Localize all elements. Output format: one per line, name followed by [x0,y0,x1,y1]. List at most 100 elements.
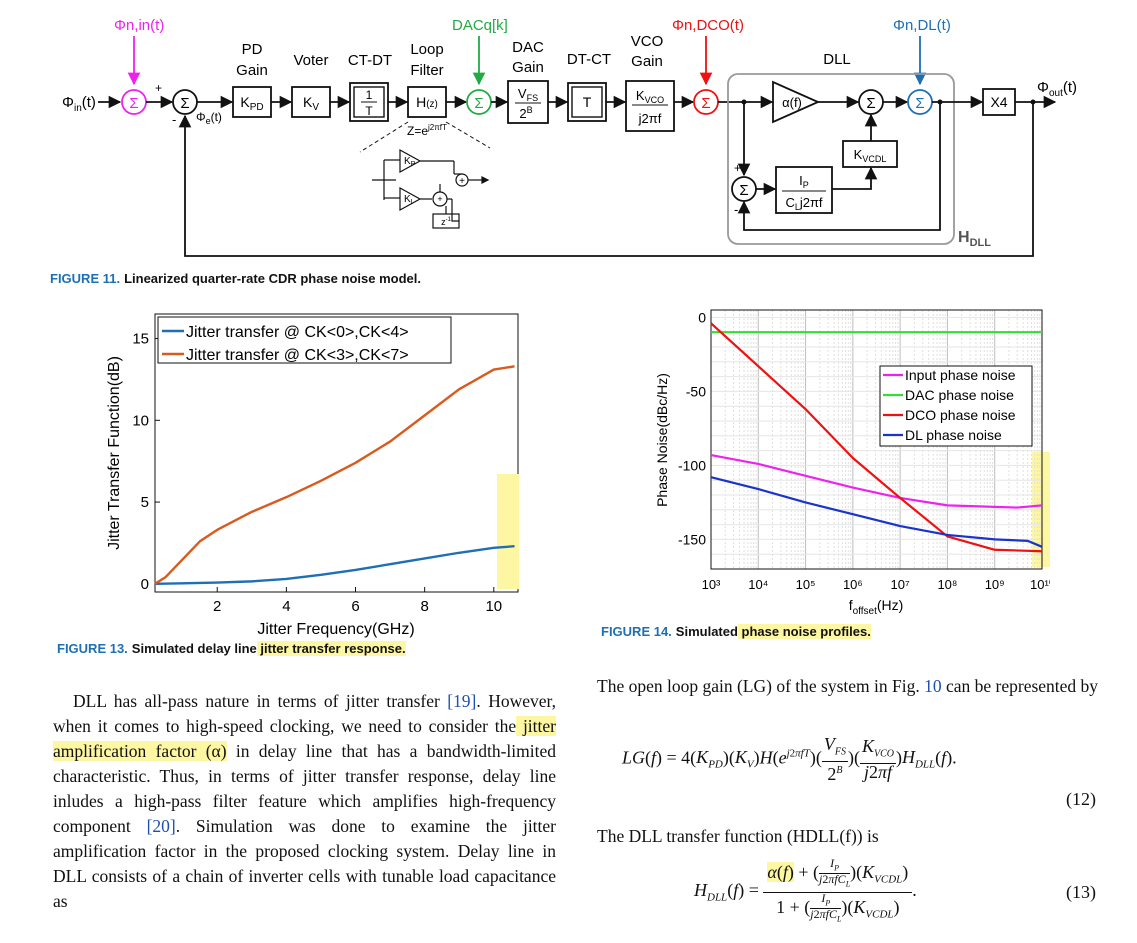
loop-filter-label-2: Filter [410,62,443,79]
equation-12: LG(f) = 4(KPD)(KV)H(ej2πfT)(VFS 2B)(KVCO j… [622,734,957,784]
right-paragraph-1: The open loop gain (LG) of the system in… [597,674,1100,699]
fig14-ytick-label: -50 [686,383,706,399]
svg-text:KI: KI [404,194,413,206]
svg-text:IP: IP [799,173,809,190]
svg-text:KP: KP [404,156,416,168]
right-paragraph-2: The DLL transfer function (HDLL(f)) is [597,824,879,849]
loop-filter-label: Loop [410,41,443,58]
fig13-xtick-label: 8 [420,598,428,615]
fig14-legend-label: Input phase noise [905,367,1016,383]
ip-block [775,166,833,214]
ct-dt-label: CT-DT [348,52,392,69]
svg-text:+: + [155,81,162,95]
vco-gain-label-2: Gain [631,53,663,70]
figure11-caption-num: FIGURE 11. [50,271,121,286]
svg-text:Σ: Σ [701,95,710,112]
dac-gain-block [507,80,549,124]
fig14-legend-label: DCO phase noise [905,407,1016,423]
fig14-ytick-label: -100 [678,457,706,473]
dacq-label: DACq[k] [452,17,508,34]
svg-text:1: 1 [366,88,373,102]
kv-block [291,86,331,118]
right-text-1: The open loop gain (LG) of the system in… [597,676,925,696]
svg-text:Σ: Σ [180,95,189,112]
fig14-xtick-label: 10⁹ [985,577,1005,592]
svg-text:α(f): α(f) [782,95,802,110]
svg-text:CLj2πf: CLj2πf [785,195,822,212]
equation-13: HDLL(f) = α(f) + (IP j2πfCL)(KVCDL) 1 + (… [694,856,917,924]
figure11-diagram: Φn,in(t) DACq[k] Φn,DCO(t) Φn,DL(t) PD G… [62,17,1077,257]
hdll-label: HDLL [958,229,991,249]
fig13-highlight [497,474,519,589]
figure14-caption-pre: Simulated [675,624,738,639]
figure13-caption-hl: jitter transfer response. [256,641,406,656]
fig14-ylabel: Phase Noise(dBc/Hz) [654,373,670,507]
fig14-series-2 [710,322,1043,553]
phi-n-in-label: Φn,in(t) [114,17,164,34]
alpha-amp [772,80,821,124]
fig14-plot-area [710,309,1043,570]
svg-text:+: + [459,176,465,187]
fig13-series-1 [154,365,515,585]
svg-text:Σ: Σ [129,95,138,112]
svg-text:Σ: Σ [474,95,483,112]
right-text-3: The DLL transfer function (HDLL(f)) is [597,826,879,846]
loop-filter-detail [372,148,490,229]
svg-text:+: + [437,194,442,204]
pd-gain-label-2: Gain [236,62,268,79]
fig14-xtick-label: 10⁵ [796,577,816,592]
figure13-caption: FIGURE 13. Simulated delay line jitter tr… [57,641,406,656]
fig13-ytick-label: 10 [132,412,149,429]
equation-13-number: (13) [1066,882,1096,902]
kvcdl-block [842,140,898,168]
fig13-ytick-label: 15 [132,331,149,348]
fig13-xtick-label: 10 [485,598,502,615]
fig14-ytick-label: 0 [698,309,706,325]
figure11-caption-text: Linearized quarter-rate CDR phase noise … [124,271,421,286]
svg-text:T: T [365,104,373,118]
ref-19-link[interactable]: [19] [447,691,477,711]
fig13-series-0 [154,545,515,586]
svg-text:-: - [172,112,176,127]
left-text-1: DLL has all-pass nature in terms of jitt… [73,691,448,711]
fig14-xlabel: foffset(Hz) [849,597,904,617]
figure13-caption-num: FIGURE 13. [57,641,128,656]
ref-20-link[interactable]: [20] [146,816,176,836]
dac-gain-label-2: Gain [512,59,544,76]
vco-gain-block [625,80,675,132]
phi-out-label: Φout(t) [1037,79,1077,99]
fig14-ytick-label: -150 [678,531,706,547]
phi-n-dl-label: Φn,DL(t) [893,17,951,34]
fig13-ytick-label: 0 [141,576,149,593]
svg-text:T: T [583,94,592,110]
figure13-chart: 2 4 6 8 10 0 5 10 15 Jitter transfer @ CK<0>,CK<… [106,313,519,638]
figure14-caption-num: FIGURE 14. [601,624,672,639]
fig14-xtick-label: 10³ [702,577,721,592]
left-text-4: . Simulation was done to examine the jit… [53,816,556,911]
fig13-ytick-label: 5 [141,494,149,511]
svg-text:+: + [734,161,741,175]
dll-label: DLL [823,51,851,68]
figure13-caption-pre: Simulated delay line [131,641,257,656]
fig13-xtick-label: 2 [213,598,221,615]
figure14-caption-hl: phase noise profiles. [737,624,871,639]
dac-gain-label: DAC [512,39,544,56]
fig13-xlabel: Jitter Frequency(GHz) [257,621,414,638]
left-text-3: in delay line that has a bandwidth-limit… [53,741,556,836]
phi-n-dco-label: Φn,DCO(t) [672,17,744,34]
fig13-ylabel: Jitter Transfer Function(dB) [106,356,123,550]
phi-in-label: Φin(t) [62,94,96,114]
fig14-xtick-label: 10⁴ [748,577,768,592]
figure14-caption: FIGURE 14. Simulated phase noise profiles… [601,624,871,639]
fig-10-link[interactable]: 10 [924,676,942,696]
left-paragraph: DLL has all-pass nature in terms of jitt… [53,689,556,914]
dt-ct-label: DT-CT [567,51,611,68]
fig14-legend-box [879,365,1033,447]
voter-label: Voter [293,52,328,69]
vco-gain-label: VCO [631,33,664,50]
pd-gain-label: PD [242,41,263,58]
equation-12-number: (12) [1066,789,1096,809]
svg-text:Z=ej2πfT: Z=ej2πfT [407,123,447,138]
